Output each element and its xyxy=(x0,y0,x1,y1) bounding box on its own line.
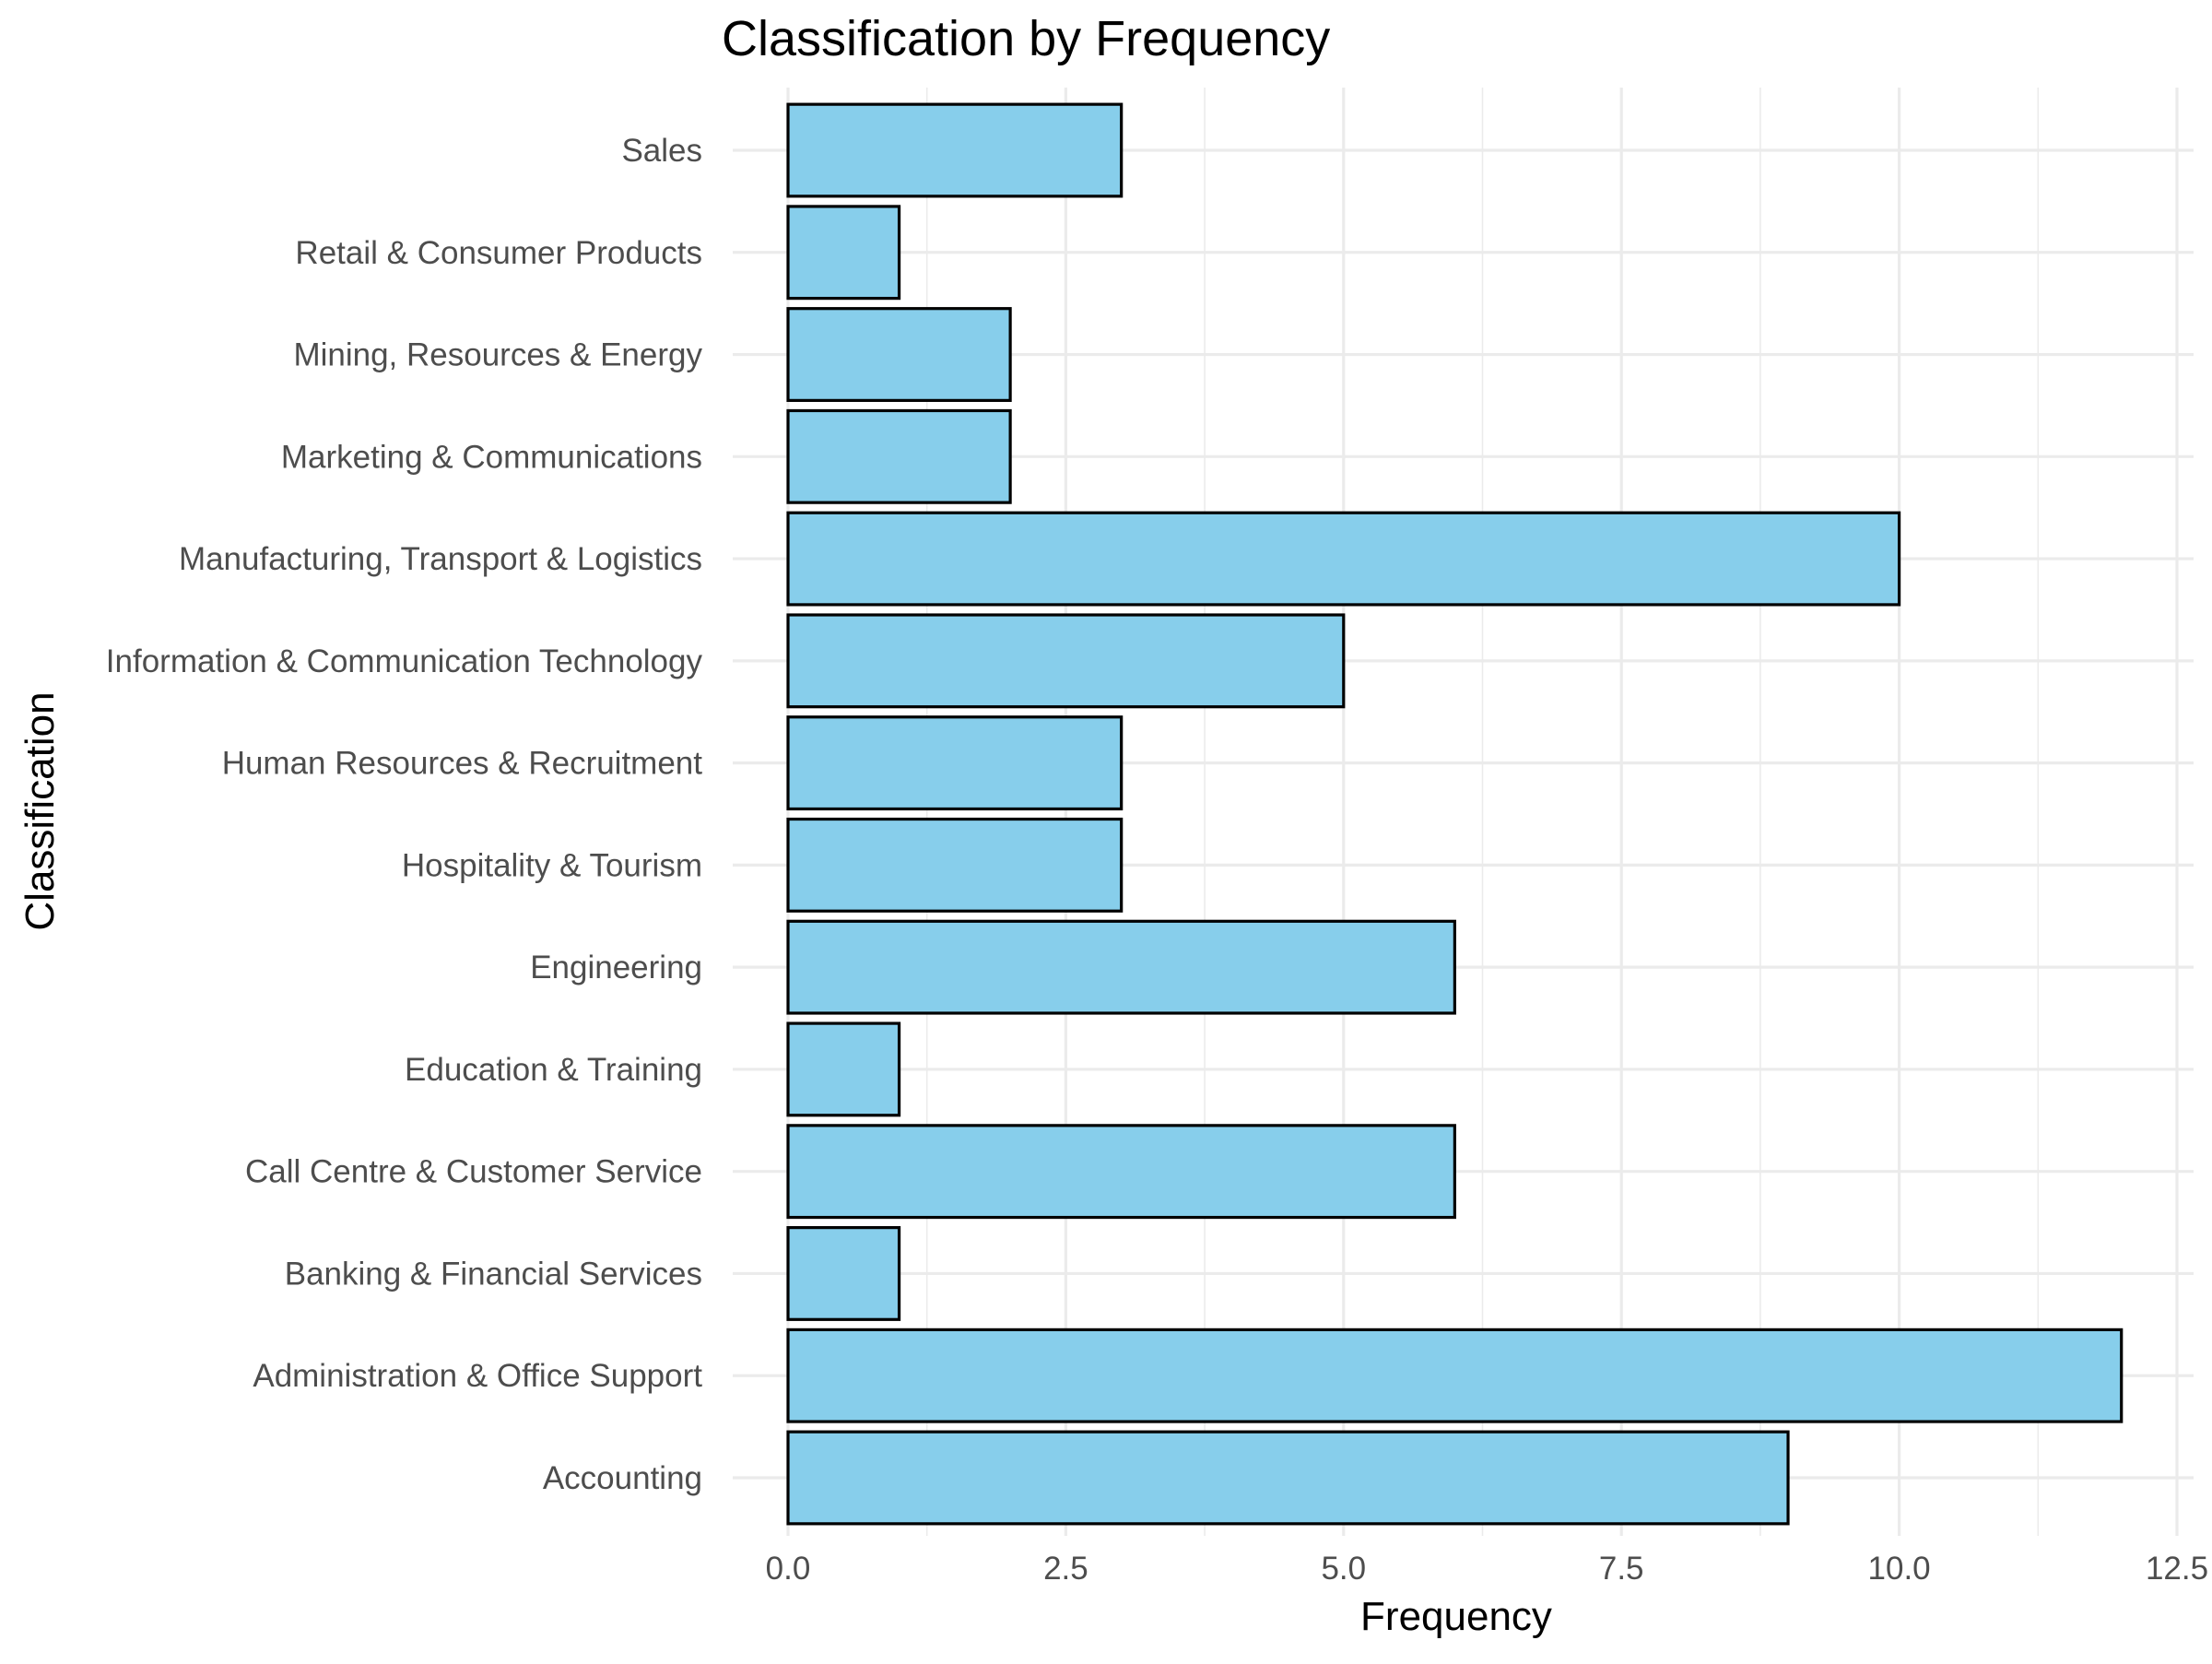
x-tick-label: 12.5 xyxy=(2146,1551,2208,1587)
y-tick-labels: Accounting Administration & Office Suppor… xyxy=(106,133,703,1496)
x-axis-title: Frequency xyxy=(1360,1594,1552,1639)
x-tick-label: 5.0 xyxy=(1321,1551,1366,1587)
bars-layer xyxy=(786,102,2124,1526)
y-axis-title: Classification xyxy=(18,691,63,930)
y-tick-label: Administration & Office Support xyxy=(253,1358,702,1394)
x-tick-label: 0.0 xyxy=(766,1551,811,1587)
y-tick-label: Engineering xyxy=(530,950,702,985)
x-tick-label: 7.5 xyxy=(1599,1551,1644,1587)
x-tick-label: 2.5 xyxy=(1043,1551,1088,1587)
y-tick-label: Information & Communication Technology xyxy=(106,643,703,679)
bar-accounting xyxy=(786,1430,1790,1526)
bar-hospitality-and-tourism xyxy=(786,817,1124,913)
chart-title: Classification by Frequency xyxy=(722,11,1330,66)
bar-education-and-training xyxy=(786,1021,901,1117)
y-tick-label: Hospitality & Tourism xyxy=(402,847,702,883)
bar-call-centre-and-customer-service xyxy=(786,1124,1456,1220)
bar-administration-and-office-support xyxy=(786,1328,2124,1423)
y-tick-label: Mining, Resources & Energy xyxy=(293,337,702,373)
grid-layer xyxy=(733,88,2194,1536)
bar-information-and-communication-technology xyxy=(786,613,1346,709)
bar-mining-resources-and-energy xyxy=(786,307,1012,402)
y-tick-label: Manufacturing, Transport & Logistics xyxy=(179,541,702,577)
bar-retail-and-consumer-products xyxy=(786,205,901,301)
bar-manufacturing-transport-and-logistics xyxy=(786,511,1901,607)
y-tick-label: Human Resources & Recruitment xyxy=(222,746,703,782)
x-tick-label: 10.0 xyxy=(1868,1551,1931,1587)
bar-human-resources-and-recruitment xyxy=(786,715,1124,811)
bar-sales xyxy=(786,102,1124,198)
bar-banking-and-financial-services xyxy=(786,1226,901,1321)
y-tick-label: Education & Training xyxy=(405,1052,702,1088)
y-tick-label: Call Centre & Customer Service xyxy=(245,1154,702,1190)
y-tick-label: Marketing & Communications xyxy=(281,439,702,475)
bar-engineering xyxy=(786,919,1456,1015)
y-tick-label: Banking & Financial Services xyxy=(285,1256,702,1292)
bar-marketing-and-communications xyxy=(786,408,1012,504)
y-tick-label: Retail & Consumer Products xyxy=(295,235,702,271)
y-tick-label: Accounting xyxy=(543,1460,702,1496)
y-tick-label: Sales xyxy=(621,133,702,169)
x-tick-labels: 0.0 2.5 5.0 7.5 10.0 12.5 xyxy=(766,1551,2208,1587)
